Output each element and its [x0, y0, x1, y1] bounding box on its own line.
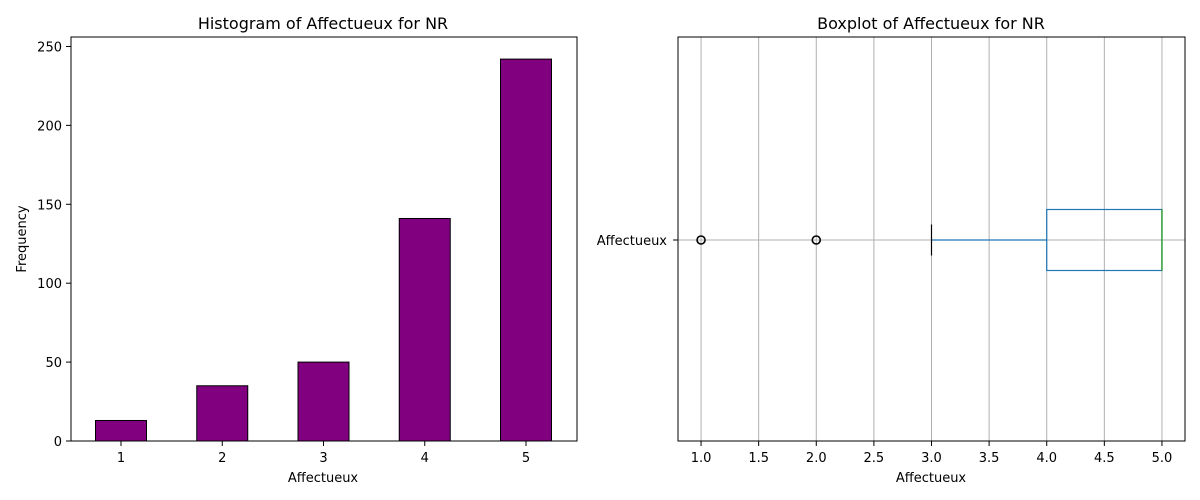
histogram-x-tick-label: 2 [218, 451, 226, 466]
histogram-y-label: Frequency [15, 205, 30, 272]
histogram-y-tick-label: 150 [37, 198, 62, 213]
boxplot-x-tick-label: 2.5 [864, 451, 885, 466]
histogram-x-tick-label: 4 [421, 451, 429, 466]
histogram-bars [95, 58, 552, 442]
boxplot-x-tick-label: 1.0 [691, 451, 712, 466]
boxplot-x-tick-label: 4.5 [1094, 451, 1115, 466]
boxplot-x-tick-label: 1.5 [748, 451, 769, 466]
boxplot-outlier-point [696, 235, 706, 245]
histogram-y-tick-label: 250 [37, 40, 62, 55]
histogram-x-tick-label: 3 [319, 451, 327, 466]
histogram-x-tick-label: 1 [117, 451, 125, 466]
histogram-x-tick-label: 5 [522, 451, 530, 466]
boxplot-x-ticks: 1.0 1.5 2.0 2.5 3.0 3.5 4.0 4.5 5.0 [691, 441, 1173, 466]
boxplot-x-tick-label: 3.0 [921, 451, 942, 466]
boxplot-body [696, 208, 1163, 272]
histogram-title: Histogram of Affectueux for NR [198, 14, 448, 33]
boxplot-outlier-point [811, 235, 822, 245]
histogram-y-tick-label: 200 [37, 119, 62, 134]
boxplot-x-tick-label: 5.0 [1152, 451, 1173, 466]
histogram-panel: Histogram of Affectueux for NR 050100150… [15, 14, 578, 486]
histogram-bar [398, 217, 451, 442]
boxplot-panel: Boxplot of Affectueux for NR 1.0 1.5 2.0 2.… [597, 14, 1186, 486]
histogram-bar [95, 419, 147, 442]
histogram-y-tick-label: 0 [54, 435, 62, 450]
boxplot-x-tick-label: 3.5 [979, 451, 1000, 466]
histogram-bar [500, 58, 552, 442]
histogram-x-ticks: 1 2 3 4 5 [117, 441, 530, 466]
boxplot-x-tick-label: 2.0 [806, 451, 827, 466]
boxplot-title: Boxplot of Affectueux for NR [817, 14, 1045, 33]
boxplot-x-label: Affectueux [896, 471, 967, 486]
histogram-y-ticks: 0 50 100 150 200 250 [37, 40, 71, 450]
histogram-y-tick-label: 50 [45, 356, 62, 371]
histogram-bar [297, 361, 350, 442]
histogram-y-tick-label: 100 [37, 277, 62, 292]
boxplot-category-label: Affectueux [597, 234, 668, 249]
histogram-bar [196, 385, 249, 442]
histogram-x-label: Affectueux [288, 471, 359, 486]
boxplot-x-tick-label: 4.0 [1036, 451, 1057, 466]
